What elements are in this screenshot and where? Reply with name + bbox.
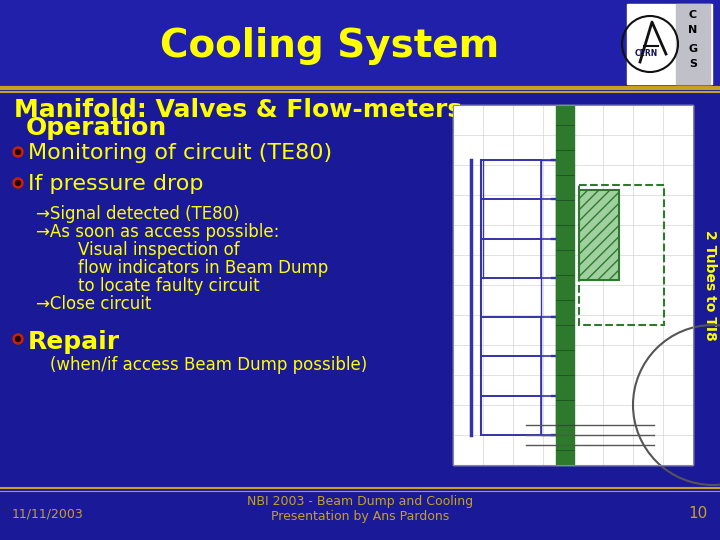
Circle shape (13, 147, 23, 157)
Text: flow indicators in Beam Dump: flow indicators in Beam Dump (36, 259, 328, 277)
Text: NBI 2003 - Beam Dump and Cooling
Presentation by Ans Pardons: NBI 2003 - Beam Dump and Cooling Present… (247, 495, 473, 523)
Text: G: G (688, 44, 698, 54)
Text: CERN: CERN (634, 50, 657, 58)
Text: →Close circuit: →Close circuit (36, 295, 151, 313)
Circle shape (16, 150, 20, 154)
Text: N: N (688, 25, 698, 35)
Text: Cooling System: Cooling System (161, 27, 500, 65)
Bar (676, 4, 710, 84)
Bar (556, 105, 574, 465)
Bar (453, 105, 693, 465)
Text: (when/if access Beam Dump possible): (when/if access Beam Dump possible) (50, 356, 367, 374)
Circle shape (16, 336, 20, 341)
Text: S: S (689, 59, 697, 69)
Text: If pressure drop: If pressure drop (28, 174, 204, 194)
Bar (453, 105, 693, 465)
Bar (627, 4, 712, 84)
Bar (541, 160, 556, 435)
Text: Operation: Operation (26, 116, 167, 140)
Bar (0, 0, 720, 88)
Text: Monitoring of circuit (TE80): Monitoring of circuit (TE80) (28, 143, 332, 163)
Bar (579, 185, 664, 325)
Circle shape (16, 180, 20, 186)
Text: 11/11/2003: 11/11/2003 (12, 508, 84, 521)
Text: 10: 10 (689, 507, 708, 522)
Text: Visual inspection of: Visual inspection of (36, 241, 240, 259)
Bar (579, 190, 619, 280)
Text: to locate faulty circuit: to locate faulty circuit (36, 277, 260, 295)
Circle shape (13, 334, 23, 344)
Text: Repair: Repair (28, 330, 120, 354)
Circle shape (13, 178, 23, 188)
Text: C: C (689, 10, 697, 20)
Text: →Signal detected (TE80): →Signal detected (TE80) (36, 205, 240, 223)
Text: →As soon as access possible:: →As soon as access possible: (36, 223, 279, 241)
Text: Manifold: Valves & Flow-meters: Manifold: Valves & Flow-meters (14, 98, 462, 122)
Text: 2 Tubes to TI8: 2 Tubes to TI8 (703, 230, 717, 340)
